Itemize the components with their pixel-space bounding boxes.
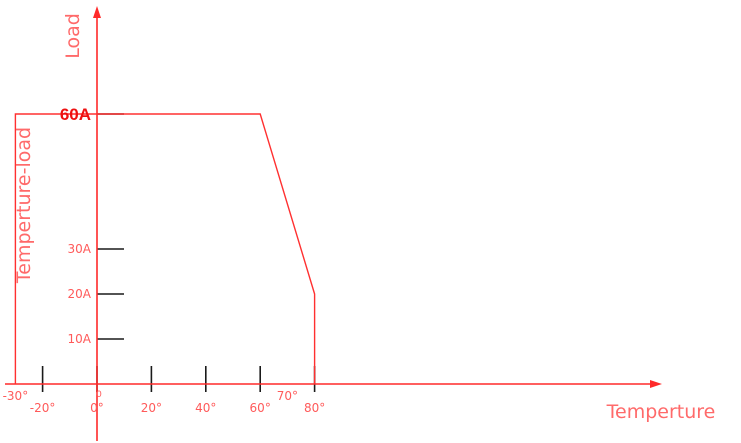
y-tick-label: 10A (68, 332, 92, 346)
y-tick-label: 60A (60, 105, 91, 124)
x-tick-label: 20° (141, 401, 162, 415)
y-axis-arrow (93, 6, 101, 18)
x-axis-arrow (650, 380, 662, 388)
x-annotation-label: -30° (3, 389, 29, 403)
x-tick-label: 0° (90, 401, 104, 415)
x-axis-title: Temperture (606, 401, 716, 423)
x-annotation-label: 70° (277, 389, 298, 403)
x-tick-label: -40° (0, 401, 1, 415)
origin-label: 0 (96, 390, 102, 400)
axes-layer (5, 6, 662, 441)
x-tick-label: -20° (30, 401, 56, 415)
x-tick-label: 60° (250, 401, 271, 415)
y-axis-title-side: Temperture-load (13, 127, 35, 284)
x-tick-label: 40° (195, 401, 216, 415)
ticks-layer (41, 113, 316, 392)
labels-layer: -60°-40°-20°0°20°40°60°80°-30°70°10A20A3… (0, 105, 325, 415)
y-tick-label: 20A (68, 287, 92, 301)
y-axis-title-top: Load (62, 13, 84, 59)
series-layer (14, 113, 316, 384)
series-line (14, 113, 316, 384)
y-tick-label: 30A (68, 242, 92, 256)
x-tick-label: 80° (304, 401, 325, 415)
